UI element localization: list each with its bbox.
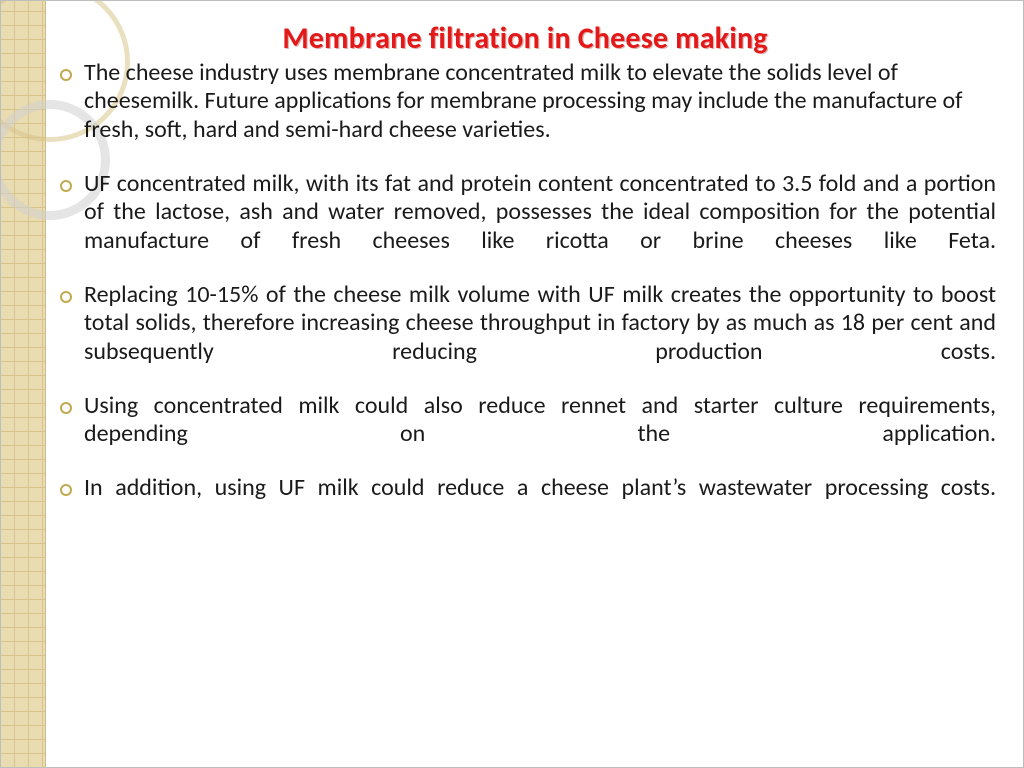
bullet-text: Replacing 10-15% of the cheese milk volu… (84, 280, 996, 366)
bullet-item: In addition, using UF milk could reduce … (54, 474, 996, 502)
bullet-item: UF concentrated milk, with its fat and p… (54, 170, 996, 255)
slide-title-text: Membrane filtration in Cheese making (282, 20, 767, 57)
bullet-item: Using concentrated milk could also reduc… (54, 392, 996, 449)
bullet-item: Replacing 10-15% of the cheese milk volu… (54, 281, 996, 366)
bullet-list: The cheese industry uses membrane concen… (54, 59, 996, 503)
bullet-text: UF concentrated milk, with its fat and p… (84, 169, 996, 255)
slide-title: Membrane filtration in Cheese making Mem… (54, 20, 996, 57)
bullet-text: In addition, using UF milk could reduce … (84, 473, 996, 502)
bullet-text: Using concentrated milk could also reduc… (84, 391, 996, 448)
bullet-text: The cheese industry uses membrane concen… (84, 58, 962, 144)
slide-content: Membrane filtration in Cheese making Mem… (54, 20, 996, 748)
bullet-item: The cheese industry uses membrane concen… (54, 59, 996, 144)
